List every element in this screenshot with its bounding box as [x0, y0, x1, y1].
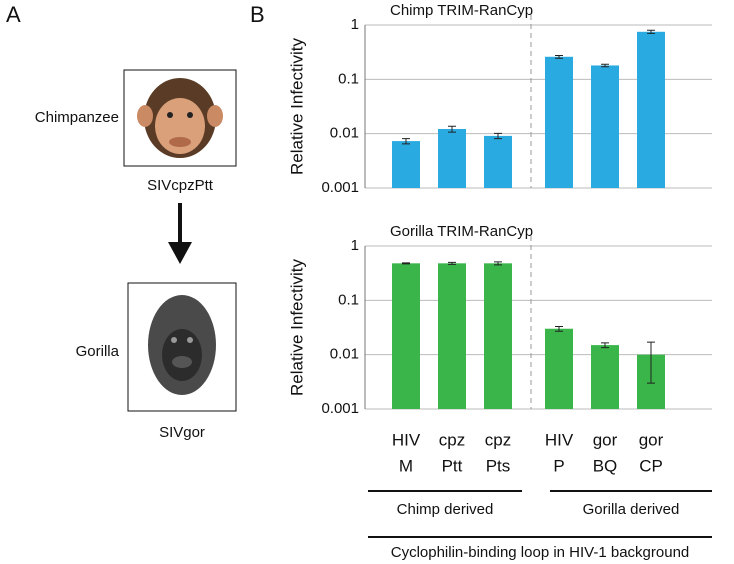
bar — [484, 135, 512, 188]
y-tick-label: 0.1 — [338, 70, 359, 87]
y-tick-label: 0.01 — [330, 346, 359, 363]
y-axis-label: Relative Infectivity — [287, 38, 306, 175]
error-bar — [494, 132, 502, 140]
error-bar — [555, 325, 563, 332]
x-tick-label: M — [399, 456, 413, 475]
bar — [392, 263, 420, 409]
x-tick-label: gor — [593, 430, 618, 449]
bar — [438, 263, 466, 409]
x-tick-label: Ptt — [442, 456, 463, 475]
y-tick-label: 0.01 — [330, 125, 359, 142]
y-tick-label: 1 — [351, 16, 359, 33]
x-tick-label: Pts — [486, 456, 511, 475]
chart-title: Gorilla TRIM-RanCyp — [390, 223, 533, 240]
bar — [438, 128, 466, 188]
chimp-image — [123, 69, 237, 167]
x-tick-label: cpz — [439, 430, 465, 449]
error-bar — [402, 262, 410, 265]
panel-label: A — [6, 2, 21, 27]
chart-title: Chimp TRIM-RanCyp — [390, 2, 533, 19]
x-tick-label: P — [553, 456, 564, 475]
error-bar — [601, 63, 609, 68]
error-bar — [555, 54, 563, 59]
y-axis-label: Relative Infectivity — [287, 259, 306, 396]
species-label: Chimpanzee — [35, 109, 119, 126]
y-tick-label: 0.001 — [321, 400, 359, 417]
x-tick-label: CP — [639, 456, 663, 475]
group-label: Gorilla derived — [583, 501, 680, 518]
species-label: Gorilla — [76, 343, 120, 360]
bar — [591, 345, 619, 409]
bar — [637, 31, 665, 189]
y-tick-label: 0.1 — [338, 291, 359, 308]
arrow-head — [168, 242, 192, 264]
bar — [484, 263, 512, 409]
bar — [591, 65, 619, 188]
x-tick-label: HIV — [545, 430, 574, 449]
bar — [392, 141, 420, 188]
error-bar — [647, 29, 655, 34]
x-tick-label: cpz — [485, 430, 511, 449]
error-bar — [402, 138, 410, 145]
group-label: Chimp derived — [397, 501, 494, 518]
x-tick-label: HIV — [392, 430, 421, 449]
error-bar — [647, 341, 655, 384]
x-axis-label: Cyclophilin-binding loop in HIV-1 backgr… — [391, 544, 690, 561]
y-tick-label: 1 — [351, 237, 359, 254]
panel-label: B — [250, 2, 265, 27]
bar — [545, 328, 573, 409]
error-bar — [601, 342, 609, 349]
x-tick-label: BQ — [593, 456, 618, 475]
error-bar — [494, 261, 502, 266]
bar — [545, 56, 573, 188]
error-bar — [448, 261, 456, 265]
virus-label: SIVgor — [159, 424, 205, 441]
x-tick-label: gor — [639, 430, 664, 449]
error-bar — [448, 125, 456, 133]
y-tick-label: 0.001 — [321, 179, 359, 196]
virus-label: SIVcpzPtt — [147, 177, 214, 194]
gorilla-image — [127, 282, 237, 412]
